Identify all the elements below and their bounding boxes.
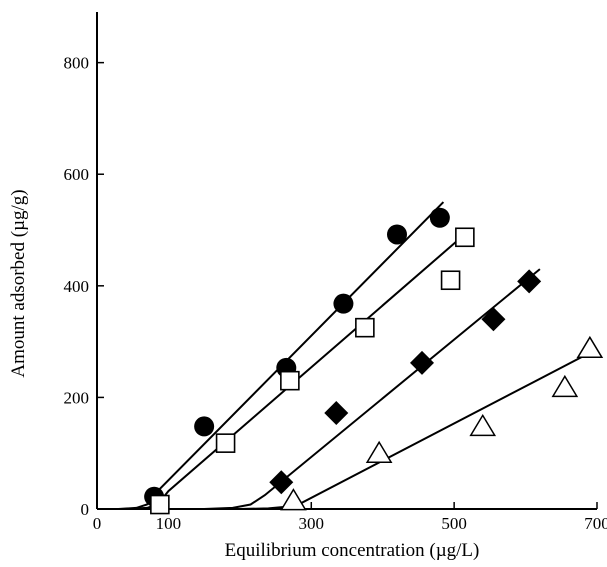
x-axis-title: Equilibrium concentration (µg/L) <box>225 540 480 561</box>
y-tick-label: 400 <box>64 277 90 296</box>
data-markers <box>144 207 604 515</box>
fit-lines <box>97 201 591 510</box>
data-point-diamond <box>410 350 434 375</box>
data-point-circle <box>333 293 354 314</box>
fit-line <box>97 268 541 510</box>
y-tick-label: 0 <box>81 500 90 519</box>
data-point-diamond <box>324 401 349 426</box>
y-axis-title: Amount adsorbed (µg/g) <box>8 189 29 377</box>
data-point-diamond <box>517 269 542 294</box>
data-point-circle <box>429 207 450 228</box>
y-tick-label: 800 <box>64 54 90 73</box>
data-point-square <box>280 370 300 391</box>
data-point-triangle <box>469 413 497 437</box>
data-point-triangle <box>365 440 393 463</box>
data-point-diamond <box>481 307 506 332</box>
data-point-diamond <box>269 470 294 495</box>
axis-ticks: 0 100 300 500 700 0 200 400 600 800 <box>64 54 607 533</box>
y-tick-label: 600 <box>64 165 90 184</box>
x-tick-label: 500 <box>441 514 467 533</box>
data-point-square <box>455 227 475 248</box>
x-tick-label: 0 <box>93 514 102 533</box>
fit-line <box>97 201 445 510</box>
data-point-triangle <box>551 374 579 398</box>
x-tick-label: 700 <box>584 514 607 533</box>
data-point-square <box>150 494 170 515</box>
data-point-circle <box>387 224 407 245</box>
x-tick-label: 300 <box>299 514 325 533</box>
data-point-square <box>355 317 375 338</box>
data-point-triangle <box>280 488 307 511</box>
data-point-square <box>215 433 236 453</box>
fit-line <box>97 351 591 510</box>
data-point-circle <box>194 416 215 437</box>
y-tick-label: 200 <box>64 388 90 407</box>
data-point-triangle <box>576 335 604 359</box>
x-tick-label: 100 <box>156 514 182 533</box>
data-point-square <box>440 270 461 291</box>
